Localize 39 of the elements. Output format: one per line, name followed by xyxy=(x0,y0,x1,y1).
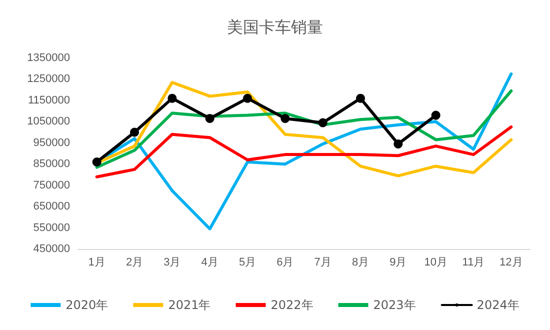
x-tick-label: 3月 xyxy=(164,256,181,268)
y-tick-label: 950000 xyxy=(33,136,70,149)
y-tick-label: 1350000 xyxy=(27,52,70,64)
point xyxy=(168,94,177,103)
point xyxy=(356,94,365,103)
point xyxy=(394,139,403,148)
x-tick-label: 2月 xyxy=(126,256,144,268)
x-tick-label: 6月 xyxy=(276,256,294,268)
y-tick-label: 750000 xyxy=(33,179,70,192)
point xyxy=(243,94,252,103)
x-tick-label: 1月 xyxy=(88,256,106,268)
point xyxy=(205,114,214,123)
line-series xyxy=(95,125,513,178)
y-tick-label: 1050000 xyxy=(27,116,70,128)
point xyxy=(92,157,102,166)
x-tick-label: 10月 xyxy=(424,256,448,268)
legend-label: 2022年 xyxy=(270,298,314,312)
legend-label: 2021年 xyxy=(168,298,211,312)
legend-label: 2024年 xyxy=(476,298,520,312)
x-tick-label: 9月 xyxy=(390,256,407,268)
x-tick-label: 11月 xyxy=(462,256,485,268)
y-tick-label: 850000 xyxy=(33,158,70,170)
legend-label: 2023年 xyxy=(373,298,416,312)
point xyxy=(318,118,328,128)
x-tick-label: 4月 xyxy=(201,256,218,268)
y-tick-label: 450000 xyxy=(33,243,70,255)
y-tick-label: 1150000 xyxy=(28,94,70,106)
chart-title: 美国卡车销量 xyxy=(227,18,323,36)
x-tick-label: 8月 xyxy=(352,256,370,268)
point xyxy=(280,114,290,123)
y-tick-label: 650000 xyxy=(33,200,70,213)
x-tick-label: 12月 xyxy=(500,256,523,268)
legend-label: 2020年 xyxy=(66,298,108,312)
point xyxy=(130,128,139,137)
y-tick-label: 1250000 xyxy=(27,73,70,86)
y-tick-label: 550000 xyxy=(33,222,70,234)
x-tick-label: 5月 xyxy=(238,256,256,268)
x-tick-label: 7月 xyxy=(314,256,332,268)
point xyxy=(431,110,440,120)
